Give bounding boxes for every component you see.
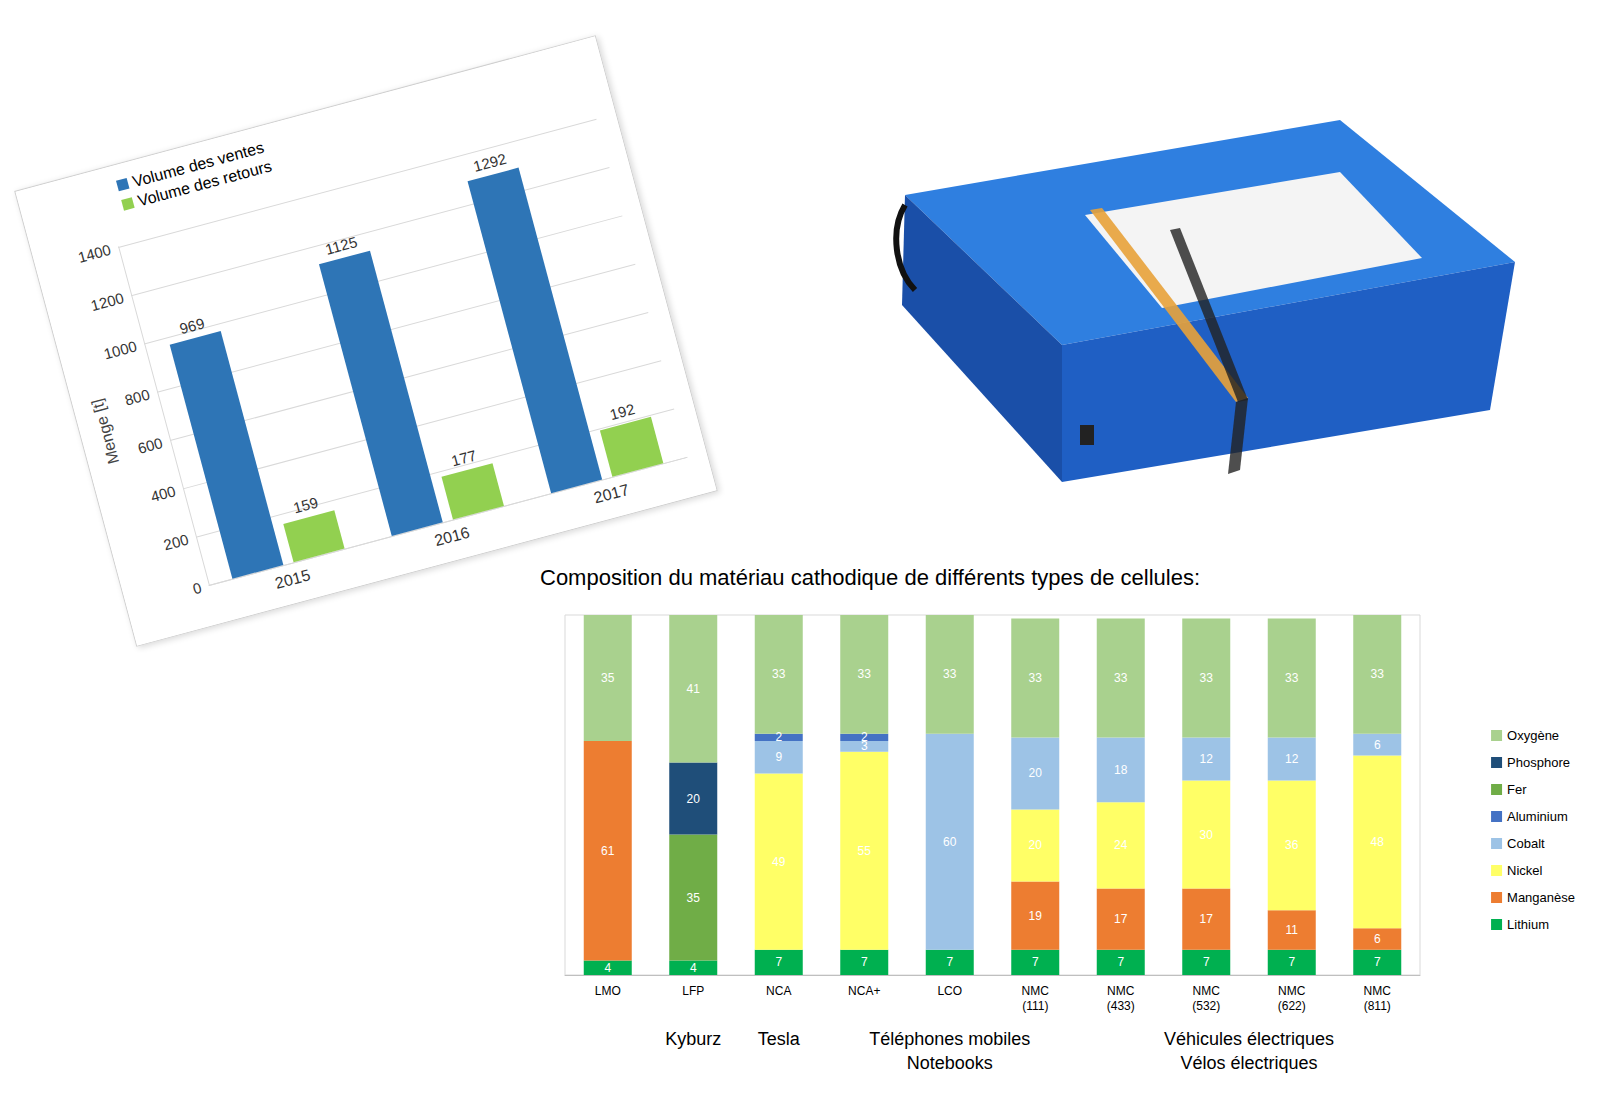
svg-text:Aluminium: Aluminium	[1507, 809, 1568, 824]
svg-text:20: 20	[687, 792, 701, 806]
svg-text:7: 7	[1374, 955, 1381, 969]
svg-text:33: 33	[772, 667, 786, 681]
svg-text:7: 7	[1288, 955, 1295, 969]
svg-text:200: 200	[162, 531, 191, 554]
svg-text:24: 24	[1114, 838, 1128, 852]
svg-text:1000: 1000	[102, 337, 139, 362]
svg-text:Kyburz: Kyburz	[665, 1029, 721, 1049]
svg-text:1125: 1125	[323, 233, 359, 258]
svg-text:800: 800	[123, 386, 152, 409]
svg-text:19: 19	[1029, 909, 1043, 923]
svg-text:159: 159	[291, 494, 320, 517]
svg-text:Cobalt: Cobalt	[1507, 836, 1545, 851]
svg-text:3: 3	[860, 739, 868, 754]
svg-text:4: 4	[690, 961, 697, 975]
svg-text:33: 33	[858, 667, 872, 681]
svg-text:2015: 2015	[273, 566, 312, 592]
svg-text:Fer: Fer	[1507, 782, 1527, 797]
svg-text:NMC: NMC	[1022, 984, 1050, 998]
svg-text:Téléphones mobiles: Téléphones mobiles	[869, 1029, 1030, 1049]
svg-text:48: 48	[1371, 835, 1385, 849]
svg-text:NCA+: NCA+	[848, 984, 880, 998]
svg-text:1400: 1400	[76, 241, 113, 266]
svg-text:Véhicules électriques: Véhicules électriques	[1164, 1029, 1334, 1049]
svg-text:(532): (532)	[1192, 999, 1220, 1013]
svg-text:NMC: NMC	[1278, 984, 1306, 998]
svg-text:30: 30	[1200, 828, 1214, 842]
svg-text:Nickel: Nickel	[1507, 863, 1543, 878]
svg-text:Volume des ventes: Volume des ventes	[130, 138, 266, 191]
svg-text:35: 35	[601, 671, 615, 685]
svg-text:600: 600	[136, 434, 165, 457]
svg-text:(811): (811)	[1364, 999, 1391, 1013]
svg-text:33: 33	[1285, 671, 1299, 685]
svg-text:NMC: NMC	[1107, 984, 1135, 998]
svg-text:33: 33	[1114, 671, 1128, 685]
svg-text:Menge [t]: Menge [t]	[88, 397, 122, 466]
svg-text:Vélos électriques: Vélos électriques	[1180, 1053, 1317, 1073]
svg-text:7: 7	[1117, 955, 1124, 969]
svg-text:7: 7	[775, 955, 782, 969]
svg-text:6: 6	[1374, 738, 1381, 752]
svg-text:Notebooks: Notebooks	[907, 1053, 993, 1073]
svg-text:Lithium: Lithium	[1507, 917, 1549, 932]
svg-text:7: 7	[946, 955, 953, 969]
svg-text:Volume des retours: Volume des retours	[136, 157, 274, 209]
svg-text:4: 4	[604, 961, 611, 975]
svg-text:35: 35	[687, 891, 701, 905]
svg-text:7: 7	[861, 955, 868, 969]
svg-text:17: 17	[1200, 912, 1214, 926]
svg-text:61: 61	[601, 844, 615, 858]
svg-text:2017: 2017	[592, 481, 631, 507]
svg-text:969: 969	[178, 314, 207, 337]
svg-text:(622): (622)	[1278, 999, 1306, 1013]
svg-text:7: 7	[1203, 955, 1210, 969]
svg-text:36: 36	[1285, 838, 1299, 852]
svg-text:LCO: LCO	[937, 984, 962, 998]
svg-text:17: 17	[1114, 912, 1128, 926]
svg-text:18: 18	[1114, 763, 1128, 777]
svg-text:(111): (111)	[1022, 999, 1048, 1013]
svg-text:33: 33	[1371, 667, 1385, 681]
svg-text:177: 177	[449, 446, 478, 469]
svg-text:9: 9	[775, 750, 782, 764]
svg-text:Manganèse: Manganèse	[1507, 890, 1575, 905]
svg-text:41: 41	[687, 682, 701, 696]
svg-text:33: 33	[1029, 671, 1043, 685]
svg-text:Oxygène: Oxygène	[1507, 728, 1559, 743]
svg-text:LMO: LMO	[595, 984, 621, 998]
svg-text:LFP: LFP	[682, 984, 704, 998]
svg-text:55: 55	[858, 844, 872, 858]
svg-text:(433): (433)	[1107, 999, 1135, 1013]
svg-text:400: 400	[149, 482, 178, 505]
svg-text:NCA: NCA	[766, 984, 791, 998]
svg-text:NMC: NMC	[1364, 984, 1392, 998]
svg-text:Composition du matériau cathod: Composition du matériau cathodique de di…	[540, 565, 1200, 590]
svg-text:NMC: NMC	[1193, 984, 1221, 998]
svg-text:20: 20	[1029, 838, 1043, 852]
svg-text:33: 33	[943, 667, 957, 681]
svg-text:2016: 2016	[433, 524, 472, 550]
svg-text:20: 20	[1029, 766, 1043, 780]
svg-text:7: 7	[1032, 955, 1039, 969]
svg-text:0: 0	[191, 579, 203, 598]
svg-text:2: 2	[861, 730, 868, 744]
svg-text:192: 192	[608, 400, 637, 423]
svg-text:12: 12	[1285, 752, 1299, 766]
svg-text:Phosphore: Phosphore	[1507, 755, 1570, 770]
svg-text:1200: 1200	[89, 289, 126, 314]
svg-text:60: 60	[943, 835, 957, 849]
svg-text:49: 49	[772, 855, 786, 869]
svg-text:1292: 1292	[471, 150, 508, 175]
svg-text:33: 33	[1200, 671, 1214, 685]
svg-text:6: 6	[1374, 932, 1381, 946]
svg-text:2: 2	[775, 730, 782, 744]
svg-text:11: 11	[1286, 923, 1299, 937]
svg-text:12: 12	[1200, 752, 1214, 766]
svg-text:Tesla: Tesla	[758, 1029, 801, 1049]
